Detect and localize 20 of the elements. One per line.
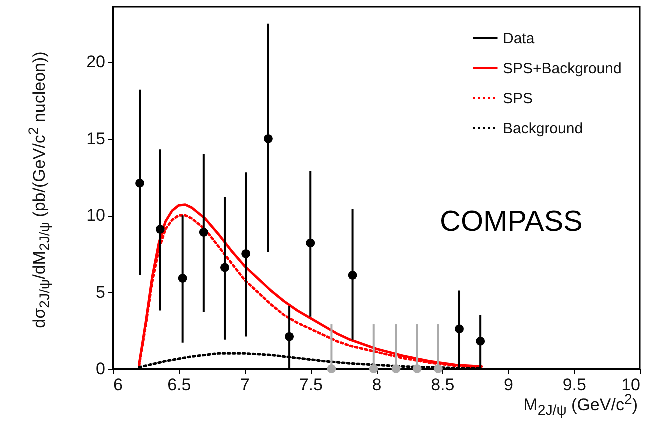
annotation: COMPASS [440,206,583,239]
y-tick-label: 5 [96,282,106,302]
x-tick-label: 9 [504,376,514,394]
y-tick-label: 20 [86,52,106,72]
y-tick-label: 10 [86,206,106,226]
x-tick-label: 7.5 [299,376,323,394]
legend-label: SPS+Background [503,60,622,78]
x-tick-label: 8.5 [431,376,455,394]
x-axis-title: M$_{2J/ψ}$ (GeV/c$^{2}$) [524,392,638,420]
legend-label: Background [503,120,584,138]
y-tick-label: 0 [96,360,106,378]
x-tick-label: 6 [114,376,123,394]
x-tick-label: 8 [372,376,382,394]
legend-label: Data [503,30,536,48]
x-tick-label: 6.5 [168,376,192,394]
y-tick-label: 15 [86,129,106,148]
x-tick-label: 9.5 [562,376,586,394]
legend-label: SPS [503,90,534,108]
x-tick-label: 10 [622,376,640,394]
x-tick-label: 7 [240,376,250,394]
